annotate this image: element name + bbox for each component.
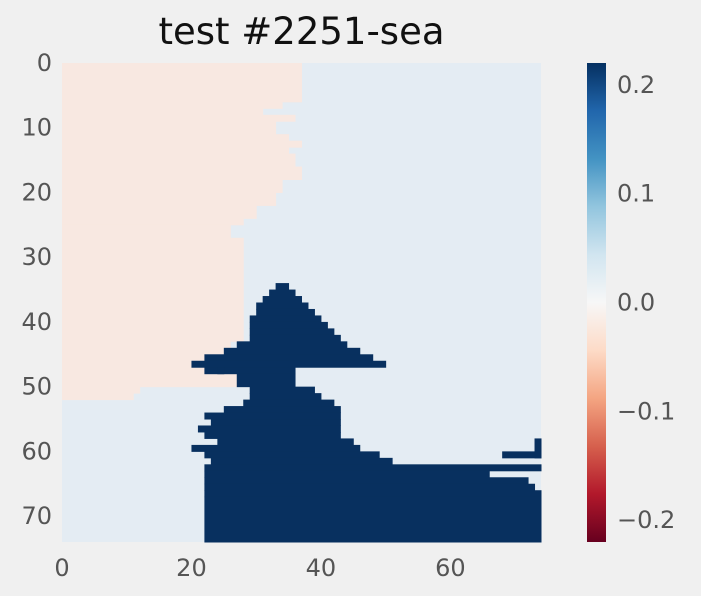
heatmap-cell-west [62, 153, 296, 168]
y-tick-label: 20 [21, 178, 52, 206]
heatmap-cell-west [62, 373, 238, 388]
heatmap-cell-high [534, 438, 542, 459]
heatmap-cell-high [275, 283, 290, 291]
heatmap-cell-west [62, 205, 257, 219]
heatmap-cell-high [204, 464, 542, 472]
heatmap-cell-west [62, 101, 283, 109]
heatmap-cell-high [236, 341, 348, 349]
heatmap-cell-west [62, 179, 283, 193]
heatmap-cell-west [62, 140, 302, 148]
heatmap-cell-high [256, 308, 315, 316]
colorbar-tick-label: −0.1 [617, 397, 675, 425]
heatmap-area [62, 63, 542, 543]
heatmap-cell-west [62, 147, 290, 155]
heatmap-cell-west [62, 192, 277, 206]
heatmap-cell-high [191, 444, 361, 452]
heatmap-cell-high [204, 431, 341, 439]
x-tick-label: 20 [176, 554, 207, 582]
heatmap-cell-high [236, 373, 296, 388]
x-tick-label: 40 [306, 554, 337, 582]
colorbar-tick-label: 0.0 [617, 289, 655, 317]
heatmap-cell-west [62, 166, 302, 181]
x-tick-label: 0 [54, 554, 69, 582]
y-tick-label: 50 [21, 373, 52, 401]
y-tick-label: 60 [21, 437, 52, 465]
y-axis: 0 10 20 30 40 50 60 70 [21, 49, 52, 530]
heatmap-cell-west [62, 341, 231, 362]
heatmap-cell-high [223, 347, 361, 355]
heatmap-cell-high [217, 438, 354, 446]
heatmap-cell-high [249, 334, 341, 342]
x-tick-label: 60 [435, 554, 466, 582]
y-tick-label: 40 [21, 308, 52, 336]
heatmap-cell-high [217, 367, 225, 375]
heatmap-cell-high [204, 483, 536, 491]
heatmap-cell-high [204, 470, 490, 478]
heatmap-cell-west [62, 121, 277, 135]
heatmap-cell-west [62, 386, 141, 394]
heatmap-cell-high [197, 425, 341, 433]
heatmap-cell-west [62, 134, 290, 142]
heatmap-cell-west [62, 108, 264, 116]
heatmap-cell-high [256, 302, 309, 310]
heatmap-cell-high [204, 412, 341, 420]
chart-title: test #2251-sea [158, 10, 445, 53]
heatmap-cell-high [262, 296, 302, 303]
x-axis: 0 20 40 60 [54, 554, 465, 582]
colorbar-tick-label: 0.2 [617, 71, 655, 99]
heatmap-cell-high [204, 477, 529, 485]
heatmap-cell-high [210, 419, 341, 426]
heatmap-cell-high [269, 289, 296, 297]
heatmap-cell-west [62, 63, 302, 103]
colorbar-axis: 0.2 0.1 0.0 −0.1 −0.2 [617, 71, 675, 534]
colorbar [587, 63, 606, 542]
y-tick-label: 0 [37, 49, 52, 77]
heatmap-cell-high [249, 321, 328, 329]
heatmap-cell-west [62, 237, 244, 342]
heatmap-cell-west [62, 360, 218, 375]
heatmap-cell-west [62, 393, 134, 401]
y-tick-label: 70 [21, 502, 52, 530]
heatmap-cell-high [210, 457, 393, 465]
y-tick-label: 10 [21, 114, 52, 142]
heatmap-cell-high [191, 360, 387, 368]
heatmap-cell-high [249, 386, 315, 394]
heatmap-cell-high [204, 451, 380, 459]
heatmap-cell-high [249, 328, 335, 336]
heatmap-cell-high [204, 367, 296, 375]
heatmap-cell-high [243, 399, 335, 407]
heatmap-cell-high [223, 406, 341, 414]
heatmap-cell-high [249, 315, 322, 323]
heatmap-cell-high [502, 451, 542, 459]
heatmap-cell-high [204, 354, 374, 362]
heatmap-cell-high [204, 490, 542, 498]
heatmap-cell-west [62, 114, 296, 122]
heatmap-cell-west [62, 224, 231, 239]
y-tick-label: 30 [21, 243, 52, 271]
colorbar-tick-label: −0.2 [617, 506, 675, 534]
heatmap-cell-west [62, 218, 244, 226]
heatmap-cell-high [204, 496, 542, 543]
heatmap-cell-high [249, 393, 322, 401]
colorbar-tick-label: 0.1 [617, 180, 655, 208]
